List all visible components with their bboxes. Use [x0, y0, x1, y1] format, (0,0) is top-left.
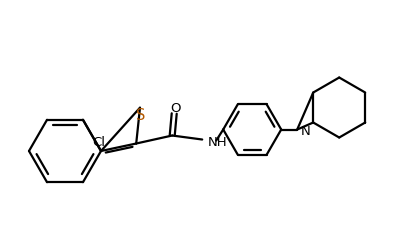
Text: S: S — [136, 108, 146, 123]
Text: N: N — [301, 125, 311, 137]
Text: O: O — [170, 102, 180, 114]
Text: Cl: Cl — [92, 135, 105, 148]
Text: NH: NH — [208, 135, 228, 148]
